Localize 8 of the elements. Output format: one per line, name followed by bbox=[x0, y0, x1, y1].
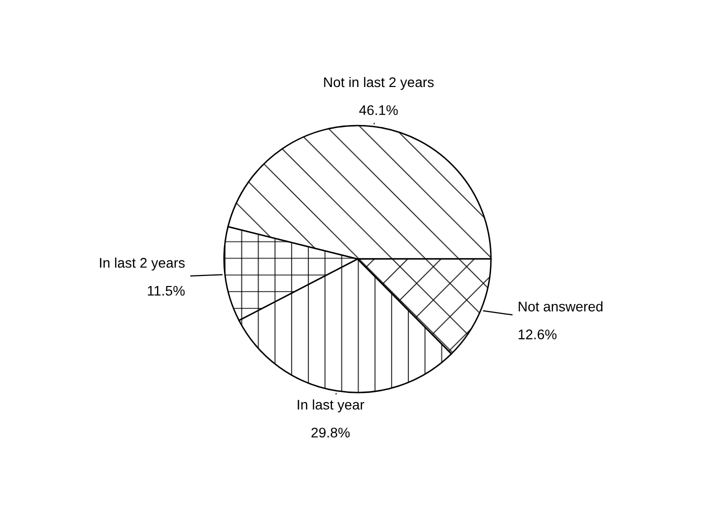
slice-label: In last year bbox=[298, 399, 364, 412]
data-label: 46.1% bbox=[359, 105, 398, 116]
slice-label: Not answered bbox=[518, 301, 602, 312]
data-label: 12.6% bbox=[518, 330, 557, 340]
data-label: 29.8% bbox=[311, 428, 350, 438]
slice-label: Not in last 2 years bbox=[324, 76, 434, 90]
data-label: 11.5% bbox=[148, 286, 185, 296]
slice-label: In last 2 years bbox=[100, 258, 185, 271]
